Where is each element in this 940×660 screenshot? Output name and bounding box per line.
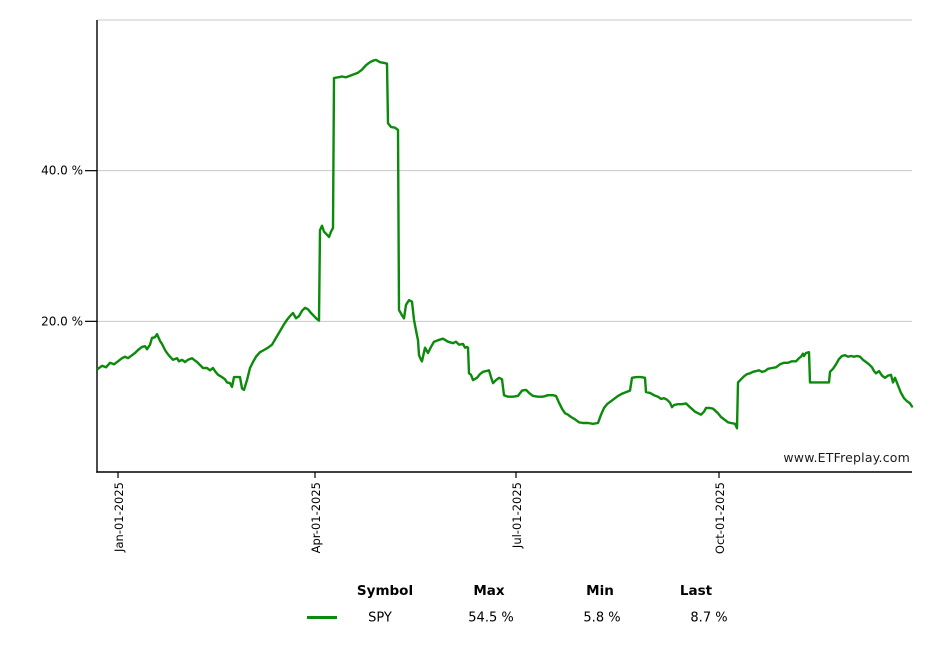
legend-last-value: 8.7 %	[690, 610, 728, 626]
price-chart: 20.0 % 40.0 % Jan-01-2025 Apr-01-2025 Jul-01…	[41, 19, 914, 554]
x-tick-label-Jan-01-2025: Jan-01-2025	[112, 482, 126, 553]
legend-header-last: Last	[679, 583, 713, 599]
legend-series-swatch	[307, 616, 337, 619]
x-tick-label-Jul-01-2025: Jul-01-2025	[510, 482, 524, 549]
y-tick-label-20: 20.0 %	[41, 314, 83, 328]
legend-header-min: Min	[586, 583, 614, 599]
y-tick-label-40: 40.0 %	[41, 164, 83, 178]
series-line-SPY	[96, 58, 914, 430]
legend-min-value: 5.8 %	[583, 610, 621, 626]
x-tick-label-Oct-01-2025: Oct-01-2025	[713, 482, 727, 554]
x-tick-label-Apr-01-2025: Apr-01-2025	[309, 482, 323, 553]
legend-header-max: Max	[473, 583, 505, 599]
watermark: www.ETFreplay.com	[783, 450, 910, 465]
legend-header-symbol: Symbol	[356, 583, 414, 599]
legend-max-value: 54.5 %	[468, 610, 514, 626]
legend-symbol-value: SPY	[368, 610, 392, 626]
